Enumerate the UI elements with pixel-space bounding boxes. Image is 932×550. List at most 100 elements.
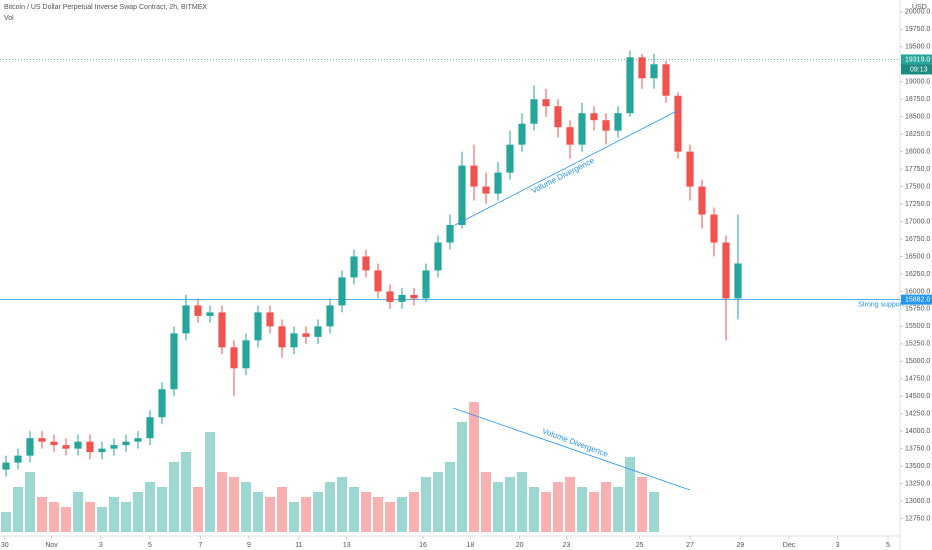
candle-body xyxy=(26,438,34,456)
volume-bar xyxy=(181,452,191,532)
candle-body xyxy=(410,294,418,299)
price-trendline xyxy=(454,110,677,226)
candle-body xyxy=(218,312,226,348)
candle-body xyxy=(158,389,166,418)
x-tick-label: 13 xyxy=(343,542,351,549)
volume-bar xyxy=(541,492,551,532)
volume-bar xyxy=(301,497,311,532)
x-tick-label: 5 xyxy=(148,542,152,549)
x-tick-label: Dec xyxy=(783,542,796,549)
y-tick-label: 16250.0 xyxy=(905,271,930,278)
candle-body xyxy=(566,127,574,145)
candle-body xyxy=(662,64,670,96)
x-tick-label: 18 xyxy=(467,542,475,549)
y-tick-label: 17000.0 xyxy=(905,218,930,225)
candle-body xyxy=(170,333,178,390)
candle-body xyxy=(182,305,190,334)
y-tick-label: 13250.0 xyxy=(905,480,930,487)
volume-bar xyxy=(217,472,227,532)
candle-body xyxy=(530,99,538,124)
y-tick-label: 14750.0 xyxy=(905,376,930,383)
candle-body xyxy=(638,57,646,79)
x-tick-label: 5 xyxy=(886,542,890,549)
y-tick-label: 18500.0 xyxy=(905,114,930,121)
volume-bar xyxy=(169,462,179,532)
volume-bar xyxy=(589,492,599,532)
candle-body xyxy=(314,326,322,337)
volume-bar xyxy=(313,492,323,532)
candle-body xyxy=(626,57,634,114)
candle-body xyxy=(386,291,394,302)
candle-body xyxy=(734,263,742,299)
y-tick-label: 18750.0 xyxy=(905,96,930,103)
y-tick-label: 19500.0 xyxy=(905,44,930,51)
y-tick-label: 17750.0 xyxy=(905,166,930,173)
currency-label: USD xyxy=(912,4,927,11)
candle-body xyxy=(686,151,694,187)
y-tick-label: 14250.0 xyxy=(905,411,930,418)
volume-bar xyxy=(373,497,383,532)
candle-body xyxy=(518,123,526,145)
volume-bar xyxy=(193,487,203,532)
candle-body xyxy=(338,277,346,306)
candle-body xyxy=(2,462,10,470)
volume-bar xyxy=(637,477,647,532)
x-tick-label: 29 xyxy=(737,542,745,549)
volume-bar xyxy=(481,472,491,532)
volume-bar xyxy=(109,497,119,532)
x-tick-label: 20 xyxy=(516,542,524,549)
candle-body xyxy=(146,417,154,439)
candle-body xyxy=(302,333,310,337)
candle-body xyxy=(326,305,334,327)
y-tick-label: 16000.0 xyxy=(905,288,930,295)
candle-body xyxy=(266,312,274,327)
volume-bar xyxy=(337,477,347,532)
y-tick-label: 16750.0 xyxy=(905,236,930,243)
volume-bar xyxy=(601,482,611,532)
candle-body xyxy=(290,333,298,348)
candle-body xyxy=(578,113,586,145)
candle-body xyxy=(14,455,22,463)
volume-bar xyxy=(529,487,539,532)
y-tick-label: 19750.0 xyxy=(905,26,930,33)
x-tick-label: 25 xyxy=(636,542,644,549)
y-tick-label: 17500.0 xyxy=(905,183,930,190)
volume-bar xyxy=(121,502,131,532)
volume-bar xyxy=(649,492,659,532)
candle-body xyxy=(542,99,550,107)
candle-body xyxy=(134,438,142,442)
y-tick-label: 16500.0 xyxy=(905,253,930,260)
volume-bar xyxy=(565,477,575,532)
x-tick-label: 7 xyxy=(198,542,202,549)
candle-body xyxy=(482,186,490,194)
x-tick-label: 3 xyxy=(99,542,103,549)
y-tick-label: 13000.0 xyxy=(905,498,930,505)
volume-bar xyxy=(421,477,431,532)
countdown-label: 09:13 xyxy=(910,66,928,73)
candle-body xyxy=(50,441,58,446)
candle-body xyxy=(374,270,382,292)
volume-bar xyxy=(493,482,503,532)
candle-body xyxy=(698,186,706,215)
volume-bar xyxy=(229,477,239,532)
volume-bar xyxy=(625,457,635,532)
volume-bar xyxy=(469,402,479,532)
candle-body xyxy=(674,95,682,152)
candle-body xyxy=(710,214,718,243)
volume-bar xyxy=(133,492,143,532)
volume-bar xyxy=(433,472,443,532)
candle-body xyxy=(614,113,622,131)
y-tick-label: 19000.0 xyxy=(905,79,930,86)
x-tick-label: 27 xyxy=(686,542,694,549)
volume-bar xyxy=(61,507,71,532)
y-tick-label: 12750.0 xyxy=(905,515,930,522)
x-tick-label: 11 xyxy=(295,542,302,549)
candle-body xyxy=(722,242,730,299)
candle-body xyxy=(98,448,106,453)
volume-bar xyxy=(277,487,287,532)
candle-body xyxy=(650,64,658,79)
volume-bar xyxy=(97,507,107,532)
y-tick-label: 13500.0 xyxy=(905,463,930,470)
volume-bar xyxy=(37,497,47,532)
